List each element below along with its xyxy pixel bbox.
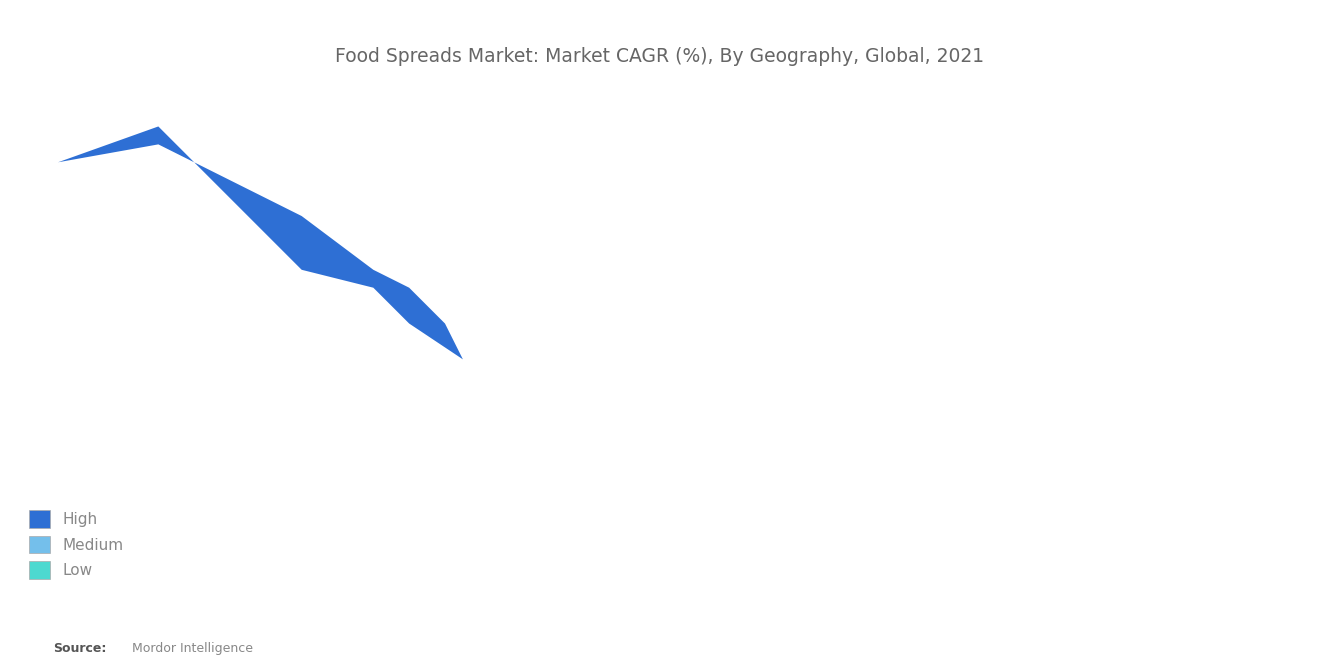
Text: Source:: Source: (53, 642, 106, 655)
Legend: High, Medium, Low: High, Medium, Low (22, 504, 129, 585)
Title: Food Spreads Market: Market CAGR (%), By Geography, Global, 2021: Food Spreads Market: Market CAGR (%), By… (335, 47, 985, 66)
Text: Mordor Intelligence: Mordor Intelligence (132, 642, 253, 655)
Polygon shape (58, 126, 463, 359)
